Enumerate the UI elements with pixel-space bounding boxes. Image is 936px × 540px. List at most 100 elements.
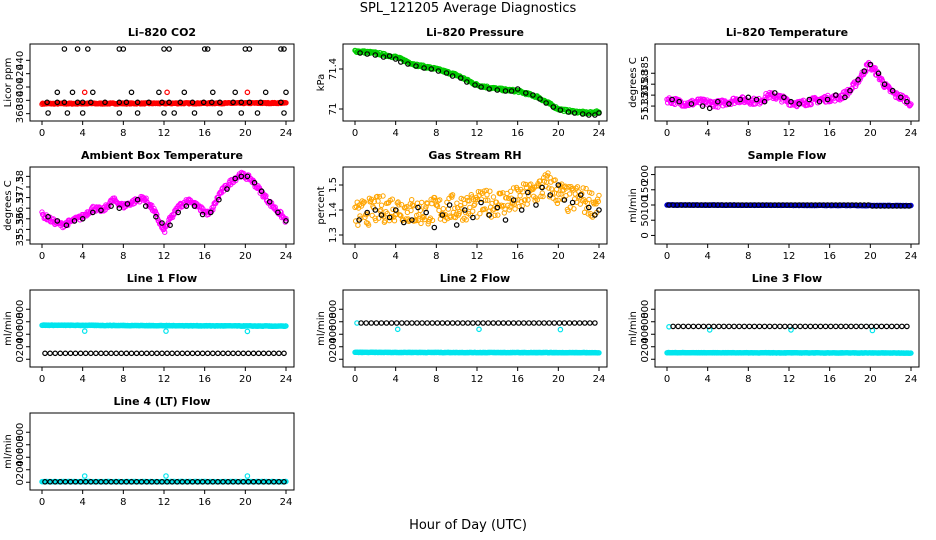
panel-title: Line 1 Flow: [127, 272, 197, 285]
data-point: [189, 478, 196, 485]
data-point: [513, 197, 519, 203]
data-point: [357, 50, 363, 56]
y-tick-label: 600: [15, 312, 26, 331]
data-point: [353, 218, 359, 224]
data-point: [204, 478, 211, 485]
data-point: [883, 323, 890, 330]
data-point: [485, 320, 492, 326]
data-point: [745, 94, 752, 101]
y-tick-label: 400: [640, 325, 651, 344]
data-point: [166, 99, 172, 106]
panel-title: Sample Flow: [748, 149, 827, 162]
y-tick-label: 71: [328, 103, 339, 116]
data-point: [388, 320, 395, 326]
data-point: [424, 200, 430, 206]
data-point: [62, 478, 69, 485]
data-point: [571, 110, 578, 116]
data-point: [204, 46, 211, 52]
data-point: [449, 194, 455, 200]
data-point: [541, 320, 547, 326]
data-point: [151, 205, 157, 212]
data-point: [177, 99, 184, 106]
data-point: [225, 350, 231, 357]
data-point: [246, 46, 253, 52]
data-point: [421, 65, 427, 71]
x-tick-label: 24: [905, 128, 918, 139]
data-point: [159, 220, 165, 226]
data-point: [557, 107, 564, 113]
data-point: [365, 222, 372, 228]
x-tick-label: 20: [552, 374, 565, 385]
data-point: [167, 222, 173, 229]
series-3: [670, 323, 910, 330]
data-point: [355, 222, 361, 228]
data-point: [565, 109, 572, 115]
data-point: [741, 323, 748, 330]
data-point: [224, 186, 230, 192]
data-point: [409, 217, 415, 223]
data-point: [246, 99, 253, 106]
data-point: [240, 478, 247, 485]
data-point: [494, 87, 501, 93]
data-point: [283, 323, 289, 329]
data-point: [502, 88, 509, 94]
panel-title: Line 2 Flow: [440, 272, 510, 285]
data-point: [161, 46, 167, 52]
data-point: [596, 207, 602, 213]
data-point: [134, 99, 141, 106]
data-point: [421, 213, 427, 220]
data-point: [81, 473, 88, 479]
x-tick-label: 0: [39, 497, 45, 508]
data-point: [832, 92, 839, 98]
data-point: [262, 89, 269, 96]
panel-data: [352, 170, 602, 231]
x-axis-caption: Hour of Day (UTC): [409, 518, 527, 533]
data-point: [373, 320, 380, 326]
data-point: [581, 320, 588, 326]
series-3: [42, 478, 287, 485]
data-point: [265, 350, 272, 357]
y-tick-label: 800: [328, 300, 339, 319]
data-point: [265, 478, 272, 485]
x-tick-label: 24: [280, 128, 293, 139]
data-point: [788, 98, 794, 105]
data-point: [675, 323, 682, 330]
data-point: [281, 350, 287, 357]
data-point: [215, 478, 221, 485]
data-point: [108, 350, 114, 357]
series-2: [357, 50, 602, 118]
x-tick-label: 20: [239, 497, 252, 508]
data-point: [169, 350, 175, 357]
data-point: [753, 96, 760, 103]
x-tick-label: 16: [823, 374, 836, 385]
data-point: [398, 213, 404, 219]
data-point: [431, 224, 438, 231]
x-tick-label: 0: [352, 251, 358, 262]
data-point: [77, 350, 84, 357]
data-point: [220, 350, 226, 357]
data-point: [181, 89, 188, 96]
data-point: [397, 59, 404, 65]
data-point: [782, 323, 788, 330]
data-point: [62, 350, 69, 357]
data-point: [863, 323, 870, 330]
y-tick-label: 1.4: [328, 202, 339, 218]
data-point: [79, 110, 86, 116]
data-point: [230, 350, 236, 357]
x-tick-label: 20: [864, 374, 877, 385]
plot-frame: [29, 412, 295, 491]
data-point: [369, 212, 375, 219]
data-point: [904, 98, 910, 105]
data-point: [400, 217, 406, 223]
data-point: [476, 326, 482, 333]
y-tick-label: 200: [640, 337, 651, 356]
data-point: [470, 208, 476, 214]
data-point: [398, 320, 405, 326]
data-point: [414, 320, 420, 326]
data-point: [676, 98, 683, 105]
data-point: [88, 478, 94, 485]
data-point: [787, 323, 793, 330]
data-point: [889, 87, 896, 94]
data-point: [378, 202, 385, 208]
data-point: [463, 217, 469, 223]
